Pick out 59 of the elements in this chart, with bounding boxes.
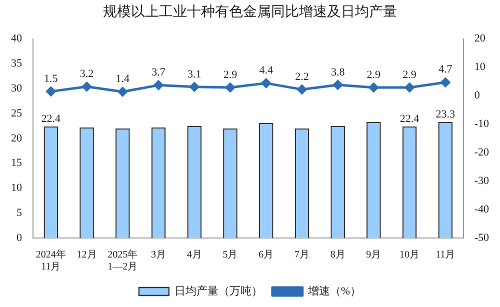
point <box>440 78 450 88</box>
y2-tick-label: 20 <box>474 32 486 45</box>
data-label: 22.4 <box>400 112 420 125</box>
y-tick-label: 5 <box>16 206 22 219</box>
point <box>154 80 164 90</box>
y-tick-label: 20 <box>11 132 22 144</box>
data-label: 4.7 <box>438 64 453 76</box>
point <box>404 82 414 92</box>
y2-tick-label: -30 <box>474 174 490 187</box>
legend-label: 日均产量（万吨） <box>174 284 262 298</box>
y-tick-label: 0 <box>16 232 22 244</box>
point <box>297 84 307 94</box>
x-tick-label: 12月 <box>76 250 97 261</box>
data-label: 2.9 <box>366 68 382 81</box>
data-label: 3.8 <box>330 66 346 78</box>
x-tick-label: 4月 <box>186 250 202 261</box>
x-tick-label: 2024年 11月 <box>36 248 66 273</box>
x-tick-label: 11月 <box>436 250 456 261</box>
point <box>368 82 378 92</box>
x-tick-label: 5月 <box>222 250 238 261</box>
data-label: 23.3 <box>436 108 456 120</box>
data-label: 2.9 <box>402 68 417 81</box>
point <box>225 82 235 92</box>
y-tick-label: 10 <box>11 182 22 194</box>
data-label: 4.4 <box>259 64 274 77</box>
y-tick-label: 35 <box>11 58 22 70</box>
chart-title: 规模以上工业十种有色金属同比增速及日均产量 <box>103 4 397 20</box>
y2-tick-label: -40 <box>474 203 490 216</box>
point <box>118 86 128 96</box>
data-label: 3.1 <box>188 68 202 80</box>
data-label: 2.9 <box>223 68 238 81</box>
y-tick-label: 15 <box>11 157 22 170</box>
x-tick-label: 8月 <box>330 250 346 261</box>
data-label: 3.2 <box>80 68 94 80</box>
point <box>333 80 343 90</box>
y2-tick-label: -50 <box>474 232 490 244</box>
point <box>82 82 92 92</box>
y-tick-label: 40 <box>11 32 22 45</box>
y2-tick-label: 10 <box>474 61 486 74</box>
x-tick-label: 3月 <box>151 250 166 261</box>
x-tick-label: 7月 <box>294 250 310 261</box>
point <box>46 86 56 96</box>
legend-label: 增速（%） <box>306 284 362 298</box>
y-tick-label: 25 <box>11 107 22 120</box>
point <box>261 78 271 88</box>
y2-tick-label: -10 <box>474 118 490 130</box>
data-label: 1.5 <box>44 72 58 85</box>
data-label: 1.4 <box>116 73 130 86</box>
x-tick-label: 2025年 1—2月 <box>108 248 138 273</box>
y2-tick-label: -20 <box>474 146 490 159</box>
data-label: 22.4 <box>41 112 62 125</box>
y2-tick-label: 0 <box>474 90 480 102</box>
data-label: 2.2 <box>295 70 309 83</box>
x-tick-label: 9月 <box>366 250 382 261</box>
x-tick-label: 6月 <box>258 250 274 261</box>
data-label: 3.7 <box>152 66 166 79</box>
x-tick-label: 10月 <box>400 250 420 261</box>
y-tick-label: 30 <box>11 82 22 94</box>
point <box>190 82 200 92</box>
